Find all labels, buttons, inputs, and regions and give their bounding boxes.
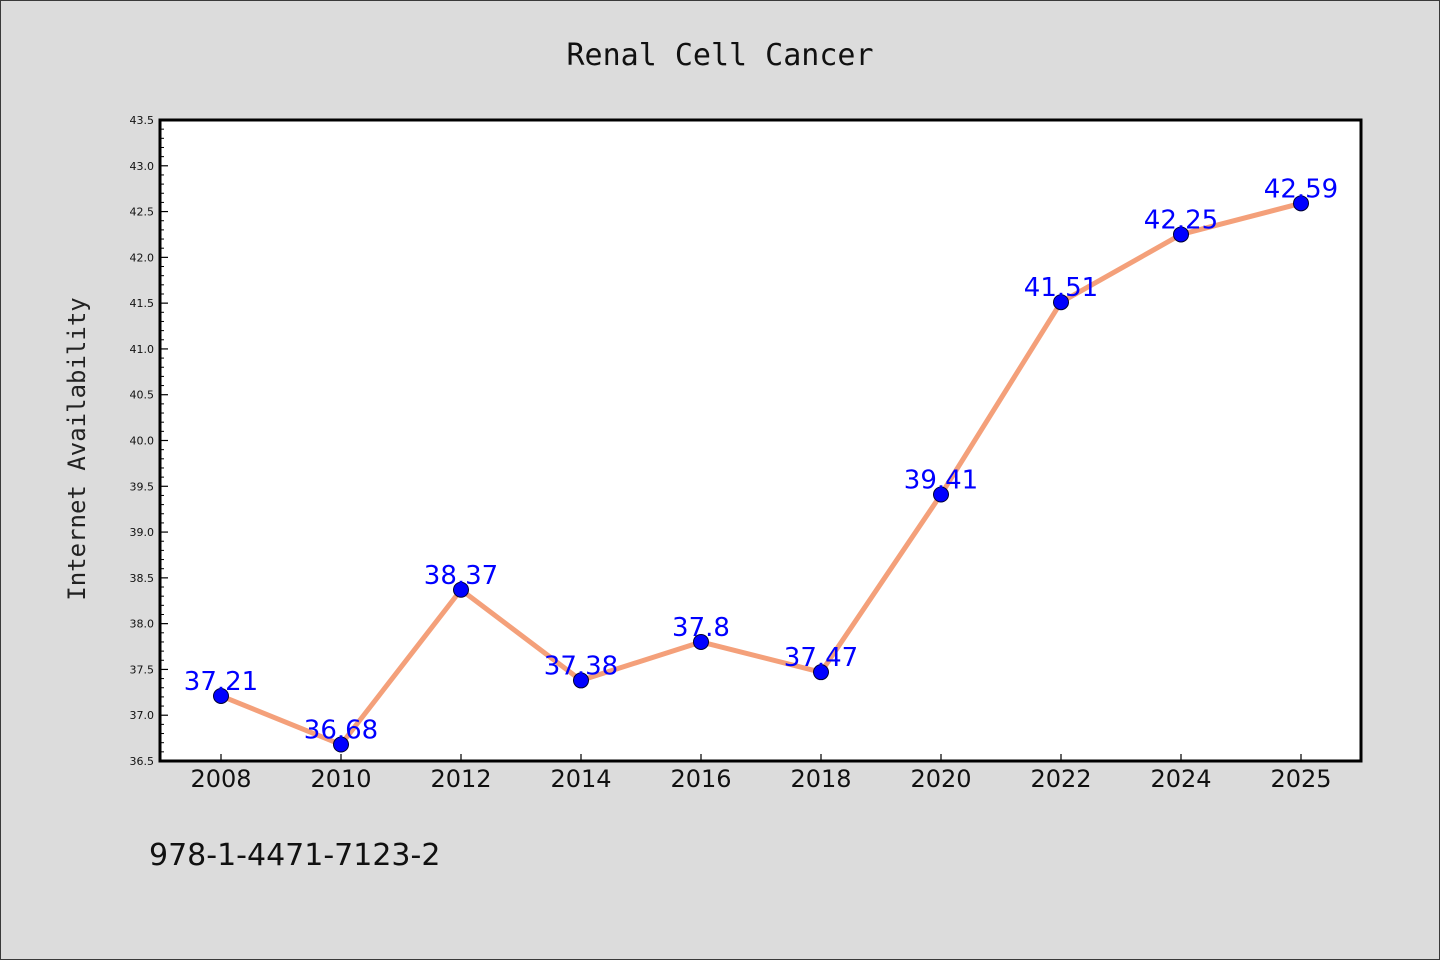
y-tick-label: 41.0 — [130, 343, 155, 356]
y-tick-label: 40.5 — [130, 389, 155, 402]
chart-title: Renal Cell Cancer — [566, 38, 873, 73]
y-tick-label: 39.5 — [130, 480, 155, 493]
data-label: 38.37 — [424, 561, 498, 591]
x-tick-label: 2022 — [1030, 765, 1091, 793]
x-tick-label: 2020 — [910, 765, 971, 793]
x-tick-label: 2025 — [1270, 765, 1331, 793]
y-tick-label: 43.5 — [130, 114, 155, 127]
data-point-marker — [933, 486, 949, 503]
y-tick-label: 42.0 — [130, 251, 155, 264]
y-axis-label: Internet Availability — [63, 297, 91, 600]
series-layer: 37.21 36.68 38.37 37.38 37.8 37.47 39.41 41.51 4… — [184, 174, 1338, 753]
data-point-marker — [453, 581, 469, 598]
x-tick-label: 2008 — [190, 765, 251, 793]
plot-area — [160, 120, 1361, 761]
data-label: 36.68 — [304, 716, 378, 746]
data-label: 41.51 — [1024, 273, 1098, 303]
x-tick-label: 2024 — [1150, 765, 1211, 793]
plot-frame — [158, 118, 1363, 763]
y-tick-label: 40.0 — [130, 435, 155, 448]
y-tick-label: 37.5 — [130, 663, 155, 676]
y-tick-label: 36.5 — [130, 755, 155, 768]
x-tick-label: 2014 — [550, 765, 611, 793]
data-point-marker — [333, 736, 349, 753]
y-tick-label: 41.5 — [130, 297, 155, 310]
isbn-annotation: 978-1-4471-7123-2 — [149, 838, 440, 873]
x-tick-label: 2012 — [430, 765, 491, 793]
x-axis-ticks: 2008 2010 2012 2014 2016 2018 2020 2022 2024 2025 — [190, 754, 1332, 793]
data-label: 39.41 — [904, 466, 978, 496]
data-point-marker — [813, 664, 829, 681]
x-tick-label: 2018 — [790, 765, 851, 793]
data-label: 42.25 — [1144, 205, 1218, 235]
x-tick-label: 2016 — [670, 765, 731, 793]
y-tick-label: 42.5 — [130, 206, 155, 219]
data-point-marker — [213, 687, 229, 704]
y-tick-label: 39.0 — [130, 526, 155, 539]
x-tick-label: 2010 — [310, 765, 371, 793]
series-line — [218, 200, 1304, 748]
data-label: 37.38 — [544, 651, 618, 681]
data-point-marker — [1053, 294, 1069, 311]
data-point-marker — [573, 672, 589, 689]
data-point-marker — [693, 633, 709, 650]
data-label: 37.8 — [672, 613, 730, 643]
data-label: 37.21 — [184, 667, 258, 697]
y-tick-label: 43.0 — [130, 160, 155, 173]
data-label: 42.59 — [1264, 174, 1338, 204]
data-point-marker — [1173, 226, 1189, 243]
data-label: 37.47 — [784, 643, 858, 673]
y-axis-ticks: 36.5 37.0 37.5 38.0 38.5 39.0 39.5 40.0 40.5 41.0… — [130, 114, 168, 768]
data-point-marker — [1293, 195, 1309, 212]
y-tick-label: 38.0 — [130, 618, 155, 631]
y-tick-label: 37.0 — [130, 709, 155, 722]
y-tick-label: 38.5 — [130, 572, 155, 585]
